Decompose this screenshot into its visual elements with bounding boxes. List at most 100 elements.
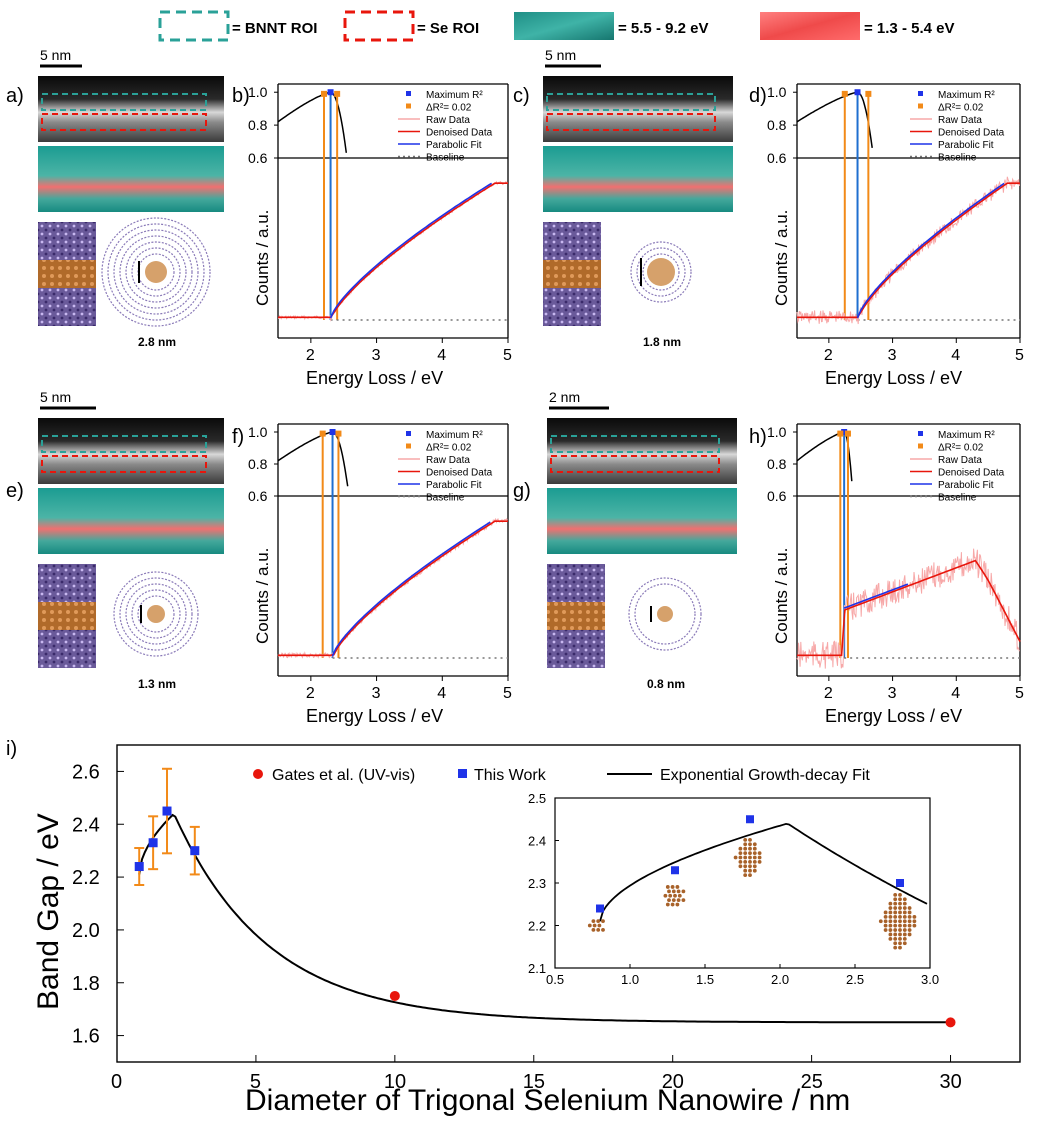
se-atom (743, 864, 748, 869)
teal-range-label: = 5.5 - 9.2 eV (618, 20, 708, 37)
image-panel-g: g) 2 nm 0.8 nm (513, 389, 737, 691)
band-gap-panel: i) 0 5 10 15 20 25 30 1.6 1.8 2.0 2.2 2.4 2.6 Diameter… (6, 738, 1021, 1117)
se-atom (757, 860, 762, 864)
se-atom (596, 928, 601, 932)
se-atom (670, 885, 675, 889)
panel-label: c) (513, 85, 530, 107)
y-axis-label: Counts / a.u. (772, 210, 791, 306)
selenium-chain-model (38, 260, 96, 288)
se-atom (893, 901, 898, 906)
panel-label: e) (6, 480, 24, 502)
nanotube-ring (119, 577, 193, 651)
se-atom (888, 919, 893, 924)
x-tick-label: 5 (250, 1071, 261, 1093)
y-tick-label: 1.8 (72, 973, 100, 995)
legend-label-this-work: This Work (474, 767, 547, 784)
se-atom (888, 914, 893, 919)
se-atom (743, 846, 748, 851)
selenium-core (145, 261, 167, 283)
panel-label: d) (749, 85, 767, 107)
se-atom (907, 919, 912, 924)
se-atom (893, 928, 898, 932)
se-atom (743, 838, 748, 842)
se-atom (902, 936, 907, 941)
r2-tick-label: 0.8 (767, 117, 787, 133)
se-atom (671, 889, 676, 894)
y-axis-label: Counts / a.u. (253, 210, 272, 306)
legend-label: Denoised Data (938, 468, 1005, 479)
se-atom (677, 893, 682, 898)
se-atom (907, 932, 912, 937)
r2-tick-label: 0.6 (767, 488, 787, 504)
y-tick-label: 2.4 (72, 814, 100, 836)
se-atom (898, 923, 902, 928)
se-atom (893, 892, 898, 897)
se-roi-box (41, 113, 207, 131)
se-atom (893, 932, 898, 937)
nanotube-ring (628, 577, 702, 651)
selenium-chain-model (543, 260, 601, 288)
eels-panel-f: f) 1.0 0.8 0.6 2 3 4 5 Energy Loss / eV Counts / … (232, 423, 512, 726)
se-atom (883, 923, 888, 928)
raw-data-line (796, 548, 1020, 669)
legend-label: Denoised Data (426, 128, 493, 139)
inset-x-tick-label: 1.0 (621, 972, 639, 987)
legend-label-gates: Gates et al. (UV-vis) (272, 767, 415, 784)
x-tick-label: 2 (824, 685, 833, 702)
inset-x-tick-label: 2.5 (846, 972, 864, 987)
x-tick-label: 3 (372, 685, 381, 702)
nanotube-ring (131, 589, 181, 639)
delta-r2-marker (335, 430, 342, 437)
legend-label: Maximum R² (938, 90, 995, 101)
legend-marker (406, 443, 411, 449)
raw-data-line (277, 517, 508, 659)
selenium-chain-model (547, 602, 605, 630)
y-tick-label: 2.2 (72, 867, 100, 889)
se-atom (676, 889, 681, 894)
diameter-label: 2.8 nm (138, 335, 176, 349)
panel-label: h) (749, 426, 767, 448)
legend-label: Raw Data (938, 115, 982, 126)
delta-r2-marker (841, 90, 848, 97)
eels-panel-d: d) 1.0 0.8 0.6 2 3 4 5 Energy Loss / eV Counts / … (749, 83, 1024, 388)
nanotube-ring (119, 235, 193, 309)
delta-r2-marker (334, 90, 341, 97)
x-tick-label: 15 (523, 1071, 545, 1093)
selenium-core (647, 258, 675, 286)
se-atom (738, 846, 743, 851)
delta-r2-marker (319, 430, 326, 437)
se-atom (743, 873, 748, 877)
se-roi-box (41, 455, 207, 473)
legend-label: Baseline (426, 153, 465, 164)
se-atom (893, 906, 898, 910)
panel-label: a) (6, 85, 24, 107)
legend-label: Maximum R² (426, 430, 483, 441)
se-atom (902, 941, 907, 946)
se-atom (738, 851, 743, 855)
r2-curve (277, 431, 349, 487)
se-atom (898, 910, 902, 915)
se-atom (888, 928, 893, 932)
x-tick-label: 4 (951, 685, 960, 702)
panel-label: i) (6, 738, 17, 760)
inset-x-tick-label: 1.5 (696, 972, 714, 987)
se-atom (907, 928, 912, 932)
se-atom (743, 855, 748, 860)
x-tick-label: 4 (951, 347, 960, 364)
se-atom (743, 851, 748, 855)
raw-data-line (277, 180, 508, 322)
eels-map (38, 146, 224, 212)
se-atom (883, 910, 888, 915)
legend-label: Baseline (426, 493, 465, 504)
x-tick-label: 4 (437, 347, 446, 364)
y-tick-label: 2.0 (72, 920, 100, 942)
se-atom (681, 889, 686, 894)
x-tick-label: 20 (662, 1071, 684, 1093)
delta-r2-marker (865, 90, 872, 97)
legend-label: Maximum R² (938, 430, 995, 441)
se-atom (757, 855, 762, 860)
se-atom (888, 932, 893, 937)
legend-label: ΔR²= 0.02 (426, 443, 472, 454)
x-tick-label: 2 (824, 347, 833, 364)
se-atom (748, 864, 752, 869)
